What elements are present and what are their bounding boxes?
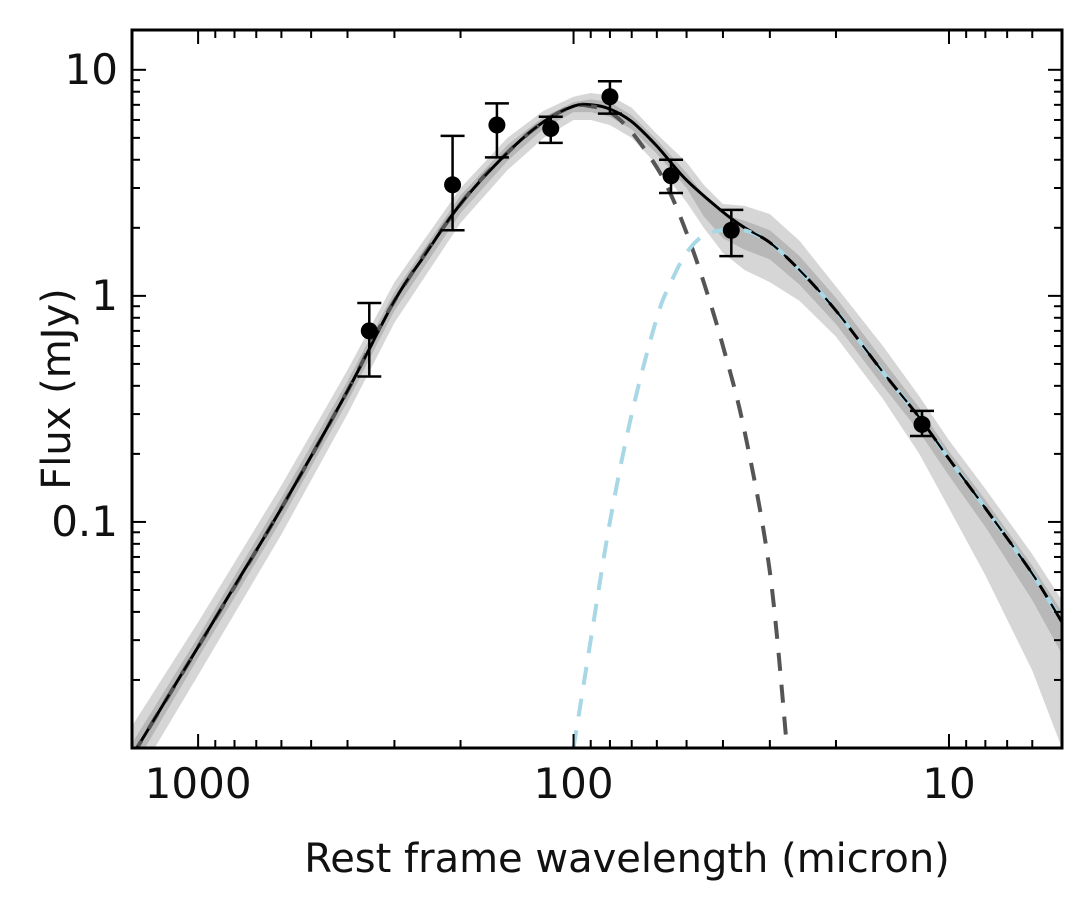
y-tick-label: 1 xyxy=(91,271,118,320)
data-point-7 xyxy=(719,208,744,258)
data-point-5 xyxy=(597,79,622,115)
data-marker xyxy=(542,120,560,138)
data-marker xyxy=(601,88,619,106)
axes-layer xyxy=(130,28,1064,750)
y-tick-label: 10 xyxy=(65,45,118,94)
x-tick-label: 10 xyxy=(922,759,975,808)
data-marker xyxy=(444,176,462,194)
points-layer xyxy=(357,79,934,438)
data-marker xyxy=(488,116,506,134)
x-tick-label: 1000 xyxy=(145,759,252,808)
plot-frame xyxy=(130,28,1064,750)
y-axis-label: Flux (mJy) xyxy=(34,288,80,490)
data-point-4 xyxy=(538,115,563,145)
data-marker xyxy=(360,322,378,340)
cold-dust-component-line xyxy=(134,102,789,748)
y-tick-label: 0.1 xyxy=(51,497,118,546)
data-point-8 xyxy=(909,409,934,438)
x-axis-label: Rest frame wavelength (micron) xyxy=(304,836,950,882)
data-marker xyxy=(662,167,680,185)
data-point-3 xyxy=(484,102,509,159)
outer-uncertainty-band xyxy=(132,93,1062,748)
data-marker xyxy=(913,415,931,433)
x-tick-label: 100 xyxy=(533,759,613,808)
data-point-2 xyxy=(440,134,465,232)
data-marker xyxy=(722,221,740,239)
data-point-1 xyxy=(357,301,382,378)
data-point-6 xyxy=(659,158,684,195)
bands-layer xyxy=(132,93,1062,748)
labels-layer: 1000 100 10 10 1 0.1 Rest frame wavelength (mi… xyxy=(34,45,976,882)
